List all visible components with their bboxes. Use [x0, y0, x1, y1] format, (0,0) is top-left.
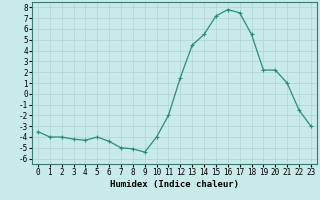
X-axis label: Humidex (Indice chaleur): Humidex (Indice chaleur) [110, 180, 239, 189]
